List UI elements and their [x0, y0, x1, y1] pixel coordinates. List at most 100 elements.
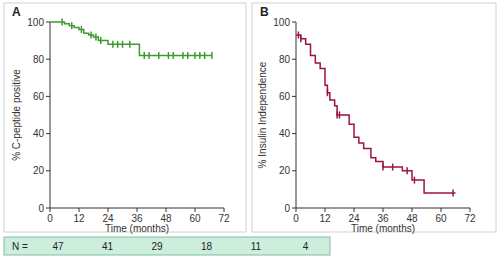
x-axis-label: Time (months)	[105, 223, 169, 234]
risk-table-value: 29	[151, 241, 163, 252]
risk-table-bg	[4, 237, 330, 255]
y-tick	[292, 170, 296, 171]
censor-mark	[187, 52, 189, 59]
x-tick-label: 60	[189, 213, 201, 224]
censor-mark	[182, 52, 184, 59]
censor-mark	[129, 41, 131, 48]
risk-table-value: 47	[52, 241, 64, 252]
x-tick	[325, 208, 326, 212]
x-tick	[50, 208, 51, 212]
panel: B0204060801000122436486072Time (months)%…	[252, 3, 496, 234]
y-tick-label: 40	[279, 128, 291, 139]
x-tick	[441, 208, 442, 212]
censor-mark	[392, 164, 394, 171]
y-tick	[46, 22, 50, 23]
y-tick-label: 100	[273, 17, 290, 28]
y-tick-label: 100	[27, 17, 44, 28]
censor-mark	[382, 164, 384, 171]
x-tick	[79, 208, 80, 212]
y-tick	[46, 208, 50, 209]
y-tick-label: 60	[279, 91, 291, 102]
y-tick	[292, 96, 296, 97]
y-tick	[46, 96, 50, 97]
x-tick-label: 0	[47, 213, 53, 224]
x-tick	[296, 208, 297, 212]
x-tick	[470, 208, 471, 212]
y-tick-label: 80	[33, 54, 45, 65]
censor-mark	[204, 52, 206, 59]
risk-table-value: 11	[251, 241, 262, 252]
y-tick-label: 80	[279, 54, 291, 65]
y-tick	[292, 22, 296, 23]
y-tick-label: 0	[284, 203, 290, 214]
y-axis	[296, 22, 297, 208]
censor-mark	[194, 52, 196, 59]
censor-mark	[173, 52, 175, 59]
censor-mark	[339, 112, 341, 119]
y-axis-label: % C-peptide positive	[11, 69, 22, 161]
plot-data	[50, 19, 212, 59]
panel-label: A	[12, 5, 21, 19]
x-tick	[383, 208, 384, 212]
x-axis-label: Time (months)	[351, 223, 415, 234]
x-tick-label: 60	[435, 213, 447, 224]
y-tick	[292, 133, 296, 134]
survival-curve	[296, 35, 456, 193]
censor-mark	[122, 41, 124, 48]
panel-label: B	[260, 5, 269, 19]
risk-table-label: N =	[12, 241, 28, 252]
censor-mark	[61, 19, 63, 26]
panel-frame	[252, 3, 496, 232]
figure: A0204060801000122436486072Time (months)%…	[0, 0, 500, 278]
censor-mark	[144, 52, 146, 59]
x-tick	[137, 208, 138, 212]
x-tick	[224, 208, 225, 212]
x-tick	[166, 208, 167, 212]
x-tick-label: 12	[319, 213, 331, 224]
censor-mark	[90, 32, 92, 39]
y-tick	[46, 133, 50, 134]
censor-mark	[168, 52, 170, 59]
plot-data	[296, 32, 456, 197]
x-tick-label: 0	[293, 213, 299, 224]
x-tick	[108, 208, 109, 212]
panel-frame	[4, 3, 246, 232]
censor-mark	[298, 32, 300, 39]
x-tick	[354, 208, 355, 212]
censor-mark	[148, 52, 150, 59]
censor-mark	[95, 33, 97, 40]
censor-mark	[81, 26, 83, 33]
censor-mark	[414, 177, 416, 184]
panel: A0204060801000122436486072Time (months)%…	[4, 3, 246, 234]
censor-mark	[406, 167, 408, 174]
risk-table: N = 47 41 29 18 11 4	[4, 237, 330, 255]
censor-mark	[300, 35, 302, 42]
y-tick-label: 0	[38, 203, 44, 214]
x-tick	[412, 208, 413, 212]
y-tick-label: 40	[33, 128, 45, 139]
y-tick	[292, 208, 296, 209]
y-tick-label: 20	[279, 165, 291, 176]
censor-mark	[117, 41, 119, 48]
censor-mark	[100, 37, 102, 44]
x-tick-label: 72	[218, 213, 230, 224]
y-tick	[46, 59, 50, 60]
censor-mark	[211, 52, 213, 59]
censor-mark	[158, 52, 160, 59]
censor-mark	[336, 112, 338, 119]
censor-mark	[327, 89, 329, 96]
y-tick-label: 60	[33, 91, 45, 102]
survival-curve	[50, 22, 212, 55]
y-tick-label: 20	[33, 165, 45, 176]
y-axis	[50, 22, 51, 208]
y-axis-label: % Insulin Independence	[257, 61, 268, 168]
censor-mark	[452, 190, 454, 197]
censor-mark	[112, 41, 114, 48]
x-tick-label: 72	[464, 213, 476, 224]
y-tick	[292, 59, 296, 60]
risk-table-value: 41	[102, 241, 114, 252]
risk-table-value: 4	[303, 241, 309, 252]
x-tick	[195, 208, 196, 212]
x-tick-label: 12	[73, 213, 85, 224]
risk-table-value: 18	[201, 241, 213, 252]
